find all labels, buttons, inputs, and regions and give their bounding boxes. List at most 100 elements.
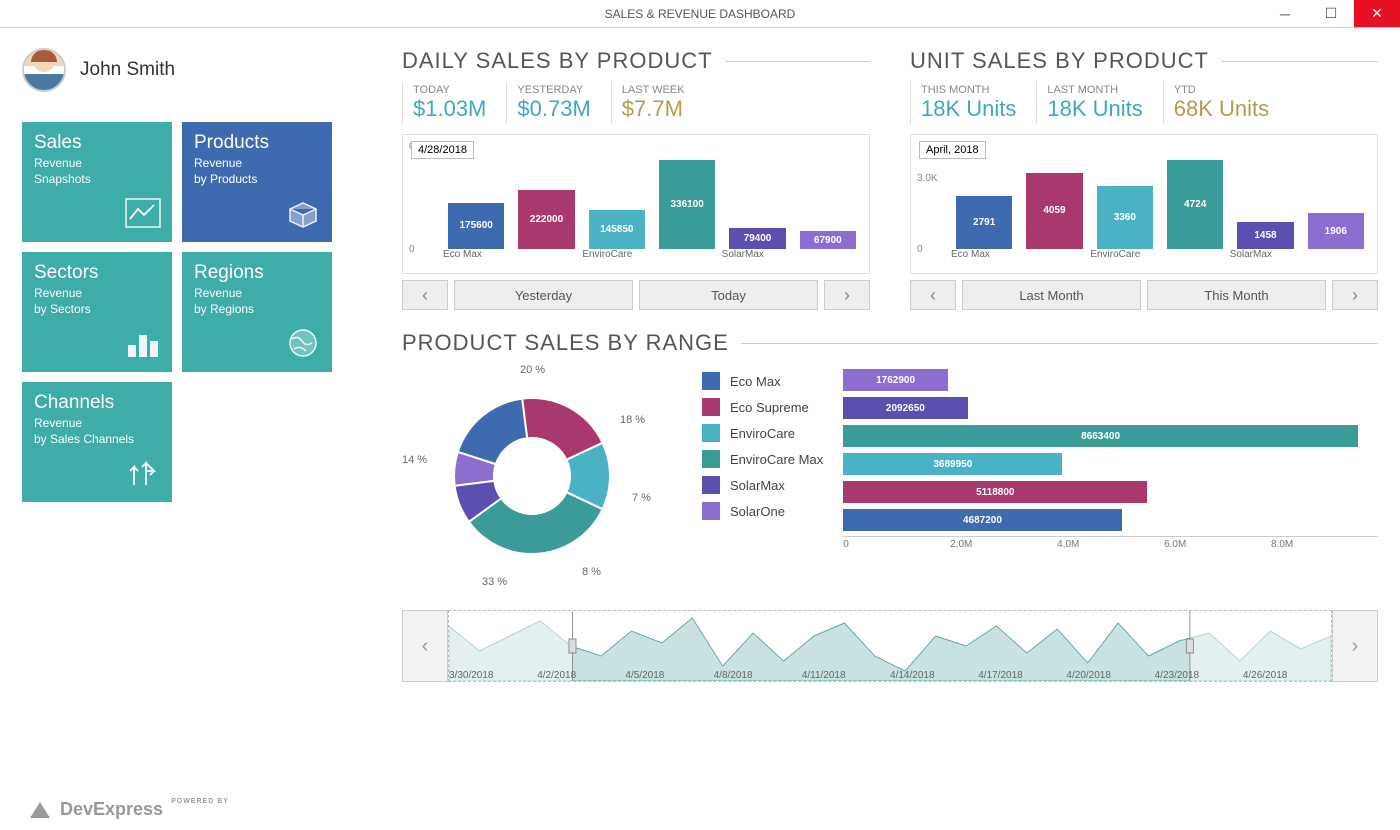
range-handle[interactable] [569, 639, 576, 653]
range-next-button[interactable]: › [1332, 610, 1378, 682]
legend-swatch [702, 476, 720, 494]
legend-item: SolarMax [702, 476, 823, 494]
x-axis: 02.0M4.0M6.0M8.0M [843, 536, 1378, 550]
bar-value: 336100 [659, 160, 715, 249]
bar-value: 145850 [589, 210, 645, 249]
footer-brand: DevExpress POWERED BY [28, 798, 229, 820]
bar: 1458 [1232, 222, 1298, 249]
legend-label: SolarOne [730, 504, 785, 519]
tile-subtitle: Revenueby Sales Channels [34, 416, 160, 447]
prev-button[interactable]: ‹ [910, 280, 956, 310]
chart-icon [124, 197, 162, 234]
range-prev-button[interactable]: ‹ [402, 610, 448, 682]
range-tick-label: 4/11/2018 [802, 670, 890, 681]
prev-button[interactable]: ‹ [402, 280, 448, 310]
period-button-right[interactable]: This Month [1147, 280, 1326, 310]
summary-label: YTD [1174, 84, 1269, 96]
axis-tick-label: 8.0M [1271, 539, 1378, 550]
period-button-right[interactable]: Today [639, 280, 818, 310]
brand-logo-icon [28, 798, 52, 820]
legend-item: SolarOne [702, 502, 823, 520]
section-title: PRODUCT SALES BY RANGE [402, 330, 1378, 356]
bar: 175600 [443, 203, 509, 250]
y-zero-label: 0 [917, 244, 923, 255]
range-tick-label: 4/5/2018 [625, 670, 713, 681]
summary-item: YTD 68K Units [1163, 82, 1289, 124]
box-icon [284, 197, 322, 234]
bar: 145850 [584, 210, 650, 249]
x-category-label: Eco Max [443, 249, 582, 260]
daily-bar-chart: 4/28/2018 0.2M 0 17560022200014585033610… [402, 134, 870, 274]
donut-pct-label: 18 % [620, 414, 645, 426]
x-labels: Eco MaxEnviroCareSolarMax [443, 249, 861, 260]
nav-tile-sales[interactable]: Sales RevenueSnapshots [22, 122, 172, 242]
username: John Smith [80, 59, 175, 81]
tile-title: Sectors [34, 262, 160, 284]
powered-by-label: POWERED BY [171, 798, 229, 805]
summary-label: LAST WEEK [622, 84, 685, 96]
legend-swatch [702, 502, 720, 520]
x-labels: Eco MaxEnviroCareSolarMax [951, 249, 1369, 260]
maximize-button[interactable]: ☐ [1308, 0, 1354, 27]
donut-pct-label: 7 % [632, 492, 651, 504]
hbar-row: 8663400 [843, 424, 1378, 448]
bar-value: 4059 [1026, 173, 1082, 249]
x-category-label: SolarMax [1230, 249, 1369, 260]
period-button-left[interactable]: Yesterday [454, 280, 633, 310]
date-range-selector[interactable]: ‹ 3/30/20184/2/20184/5/20184/8/20184/11/… [402, 610, 1378, 682]
legend-swatch [702, 424, 720, 442]
hbar-row: 1762900 [843, 368, 1378, 392]
axis-tick-label: 6.0M [1164, 539, 1271, 550]
next-button[interactable]: › [1332, 280, 1378, 310]
period-button-left[interactable]: Last Month [962, 280, 1141, 310]
range-ticks: 3/30/20184/2/20184/5/20184/8/20184/11/20… [449, 670, 1331, 681]
summary-value: 18K Units [1047, 96, 1142, 122]
close-button[interactable]: ✕ [1354, 0, 1400, 27]
range-area-chart[interactable]: 3/30/20184/2/20184/5/20184/8/20184/11/20… [448, 610, 1332, 682]
bar: 2791 [951, 196, 1017, 249]
range-handle[interactable] [1186, 639, 1193, 653]
nav-tile-sectors[interactable]: Sectors Revenueby Sectors [22, 252, 172, 372]
section-title: UNIT SALES BY PRODUCT [910, 48, 1378, 74]
tile-title: Sales [34, 132, 160, 154]
nav-tile-channels[interactable]: Channels Revenueby Sales Channels [22, 382, 172, 502]
next-button[interactable]: › [824, 280, 870, 310]
chart-legend: Eco MaxEco SupremeEnviroCareEnviroCare M… [702, 364, 823, 528]
summary-label: YESTERDAY [517, 84, 590, 96]
summary-item: LAST WEEK $7.7M [611, 82, 705, 124]
bar-value: 175600 [448, 203, 504, 250]
summary-row: TODAY $1.03MYESTERDAY $0.73MLAST WEEK $7… [402, 82, 870, 124]
summary-label: THIS MONTH [921, 84, 1016, 96]
x-category-label: EnviroCare [582, 249, 721, 260]
bar: 222000 [513, 190, 579, 249]
y-tick-label: 3.0K [917, 173, 938, 184]
summary-item: THIS MONTH 18K Units [910, 82, 1036, 124]
legend-label: EnviroCare [730, 426, 795, 441]
nav-tile-regions[interactable]: Regions Revenueby Regions [182, 252, 332, 372]
donut-pct-label: 33 % [482, 576, 507, 588]
section-title: DAILY SALES BY PRODUCT [402, 48, 870, 74]
tile-title: Products [194, 132, 320, 154]
nav-tile-products[interactable]: Products Revenueby Products [182, 122, 332, 242]
tile-subtitle: Revenueby Regions [194, 286, 320, 317]
range-tick-label: 4/23/2018 [1155, 670, 1243, 681]
summary-row: THIS MONTH 18K UnitsLAST MONTH 18K Units… [910, 82, 1378, 124]
tile-subtitle: Revenueby Products [194, 156, 320, 187]
y-zero-label: 0 [409, 244, 415, 255]
legend-swatch [702, 398, 720, 416]
summary-value: $7.7M [622, 96, 685, 122]
chart-button-row: ‹ Yesterday Today › [402, 280, 870, 310]
bar-value: 1906 [1308, 213, 1364, 249]
tile-subtitle: RevenueSnapshots [34, 156, 160, 187]
minimize-button[interactable]: ─ [1262, 0, 1308, 27]
bar: 67900 [795, 231, 861, 249]
bar-value: 67900 [800, 231, 856, 249]
unit-bar-chart: April, 2018 3.0K 0 279140593360472414581… [910, 134, 1378, 274]
window-titlebar: SALES & REVENUE DASHBOARD ─ ☐ ✕ [0, 0, 1400, 28]
hbar-value: 1762900 [843, 369, 948, 391]
range-tick-label: 4/14/2018 [890, 670, 978, 681]
legend-item: Eco Max [702, 372, 823, 390]
daily-sales-section: DAILY SALES BY PRODUCT TODAY $1.03MYESTE… [402, 48, 870, 310]
horizontal-bar-chart: 1762900209265086634003689950511880046872… [843, 364, 1378, 550]
bar-value: 2791 [956, 196, 1012, 249]
